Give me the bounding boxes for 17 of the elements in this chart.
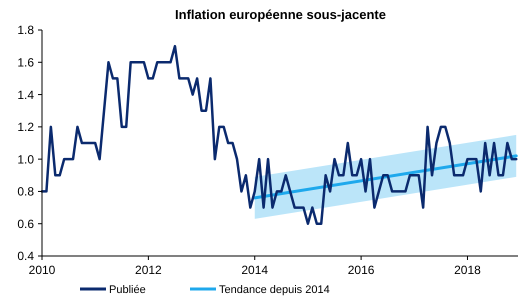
y-tick-label: 0.6 [17,216,34,231]
legend-label: Tendance depuis 2014 [219,284,330,296]
x-tick-label: 2012 [135,263,162,277]
x-tick-label: 2014 [241,263,268,277]
y-tick-label: 1.2 [17,120,34,134]
legend-label: Publiée [109,284,146,296]
y-tick-label: 1.0 [17,152,34,166]
x-tick-label: 2016 [348,263,375,277]
y-tick-label: 1.4 [17,88,34,102]
y-tick-label: 0.8 [17,184,34,199]
x-tick-label: 2018 [454,263,482,277]
y-tick-label: 0.4 [17,249,34,264]
x-tick-label: 2010 [28,263,56,277]
y-tick-label: 1.8 [17,23,34,38]
y-tick-label: 1.6 [17,55,34,70]
line-series [40,44,518,225]
chart-title: Inflation européenne sous-jacente [175,7,386,22]
